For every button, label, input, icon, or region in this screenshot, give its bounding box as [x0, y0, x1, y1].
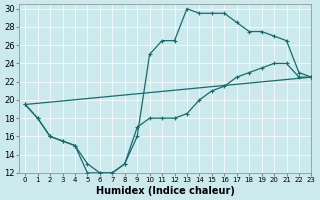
X-axis label: Humidex (Indice chaleur): Humidex (Indice chaleur)	[96, 186, 235, 196]
